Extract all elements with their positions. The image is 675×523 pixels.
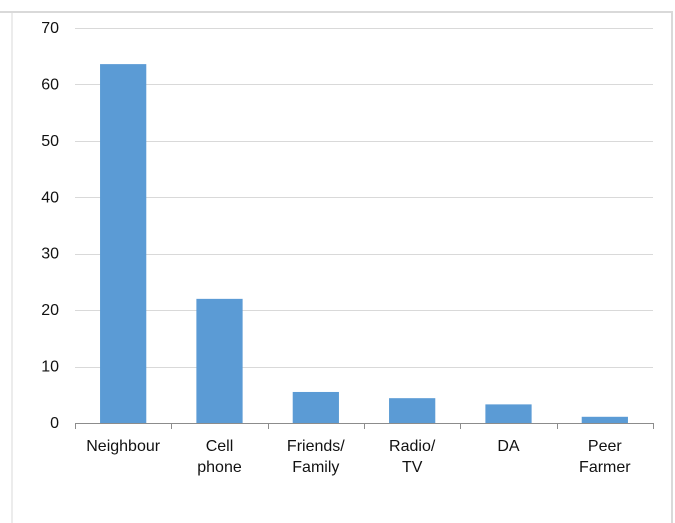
x-tick-label: Friends/Family [287,438,345,476]
y-tick-label: 60 [41,76,59,93]
chart-border [0,11,673,523]
bar [485,404,532,423]
bar [581,416,628,423]
x-axis [75,423,654,429]
y-tick-label: 50 [41,133,59,150]
x-tick-label: Radio/TV [389,438,436,476]
x-tick-label: Peer Farmer [579,438,631,476]
bars [100,64,628,423]
bar [100,64,147,423]
bar [292,391,339,423]
y-tick-label: 30 [41,246,59,263]
x-axis-ticks: Neighbour Cell phone Friends/Family Radio/TV… [86,438,631,476]
bar [196,298,243,423]
x-tick-label: Cell phone [197,438,242,476]
bar [389,398,436,423]
y-axis-ticks: 0 10 20 30 40 50 60 70 [41,20,59,432]
y-tick-label: 10 [41,359,59,376]
x-tick-label: DA [497,438,520,455]
y-tick-label: 40 [41,189,59,206]
y-tick-label: 70 [41,20,59,37]
y-tick-label: 0 [50,415,59,432]
y-tick-label: 20 [41,302,59,319]
x-tick-label: Neighbour [86,438,161,455]
gridlines [75,28,653,368]
